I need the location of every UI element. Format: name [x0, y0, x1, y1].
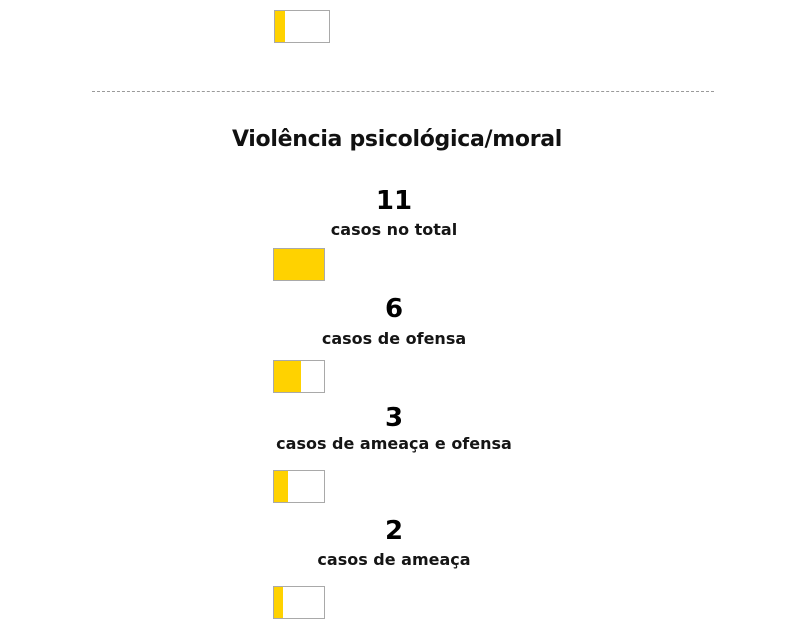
stat-ofensa-number: 6 [384, 294, 404, 324]
stat-ameaca-number: 2 [384, 516, 404, 546]
stat-ofensa-bar [273, 360, 325, 393]
stat-ameaca-ofensa-number: 3 [384, 403, 404, 433]
stat-total-label: casos no total [330, 220, 458, 239]
proportion-bar-fill [274, 249, 324, 280]
previous-section-proportion-bar [274, 10, 330, 43]
proportion-bar-fill [274, 471, 288, 502]
stat-total-bar [273, 248, 325, 281]
proportion-bar-fill [275, 11, 285, 42]
stat-ameaca-bar [273, 586, 325, 619]
stat-ameaca-ofensa-label: casos de ameaça e ofensa [276, 434, 512, 453]
proportion-bar-fill [274, 587, 283, 618]
stat-ameaca-ofensa-bar [273, 470, 325, 503]
proportion-bar-fill [274, 361, 302, 392]
stat-ameaca-label: casos de ameaça [317, 550, 471, 569]
section-title: Violência psicológica/moral [231, 127, 563, 152]
section-divider [92, 91, 714, 92]
stat-total-number: 11 [375, 186, 413, 216]
stat-ofensa-label: casos de ofensa [321, 329, 467, 348]
